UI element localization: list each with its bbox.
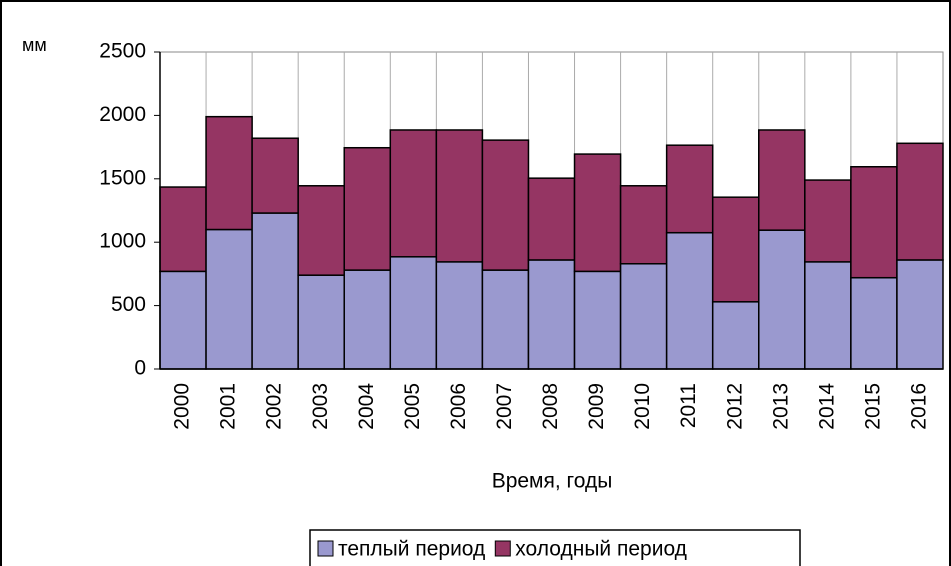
bar-segment bbox=[850, 276, 898, 370]
x-tick-label: 2001 bbox=[217, 383, 240, 430]
bar-segment bbox=[804, 261, 852, 370]
x-tick-label: 2010 bbox=[631, 383, 654, 430]
bar-segment bbox=[343, 146, 392, 271]
y-tick-label: 2500 bbox=[99, 40, 146, 63]
x-tick-label: 2003 bbox=[309, 383, 332, 430]
y-tick-label: 1000 bbox=[99, 230, 146, 253]
x-tick-label: 2002 bbox=[263, 383, 286, 430]
x-tick-label: 2000 bbox=[171, 383, 194, 430]
x-axis-label: Время, годы bbox=[492, 470, 613, 493]
x-tick-label: 2015 bbox=[861, 383, 884, 430]
x-tick-label: 2013 bbox=[769, 383, 792, 430]
bar-segment bbox=[573, 270, 622, 370]
bar-segment bbox=[711, 301, 760, 370]
bar-segment bbox=[435, 129, 484, 263]
bar-segment bbox=[665, 144, 714, 234]
x-tick-label: 2005 bbox=[401, 383, 424, 430]
bar-segment bbox=[896, 142, 944, 261]
y-axis-label: мм bbox=[22, 35, 47, 55]
y-tick-label: 1500 bbox=[99, 166, 146, 189]
bar-segment bbox=[435, 261, 484, 370]
x-tick-label: 2014 bbox=[815, 383, 838, 430]
x-tick-label: 2007 bbox=[493, 383, 516, 430]
bar-segment bbox=[804, 179, 852, 263]
bar-segment bbox=[758, 129, 806, 231]
bar-segment bbox=[297, 185, 345, 276]
x-tick-label: 2012 bbox=[723, 383, 746, 430]
legend-swatch bbox=[494, 540, 511, 557]
bar-segment bbox=[573, 153, 622, 273]
bar-segment bbox=[619, 185, 668, 265]
bar-segment bbox=[481, 139, 530, 271]
y-tick-label: 0 bbox=[134, 357, 146, 380]
bar-segment bbox=[896, 259, 944, 370]
bar-segment bbox=[481, 269, 530, 370]
x-tick-label: 2011 bbox=[677, 383, 700, 428]
bar-segment bbox=[619, 263, 668, 370]
bar-segment bbox=[343, 269, 392, 370]
legend-swatch bbox=[317, 540, 334, 557]
x-tick-label: 2006 bbox=[447, 383, 470, 430]
legend-box bbox=[309, 529, 801, 566]
bar-segment bbox=[389, 256, 438, 370]
bar-segment bbox=[251, 137, 299, 214]
bar-segment bbox=[251, 212, 299, 370]
bar-segment bbox=[389, 129, 438, 258]
bar-segment bbox=[527, 177, 576, 261]
y-tick-label: 500 bbox=[111, 293, 146, 316]
x-tick-label: 2004 bbox=[355, 383, 378, 430]
bar-segment bbox=[850, 166, 898, 279]
legend-label: холодный период bbox=[515, 538, 687, 561]
bar-segment bbox=[527, 259, 576, 370]
bar-segment bbox=[159, 270, 207, 370]
y-tick-label: 2000 bbox=[99, 103, 146, 126]
bar-segment bbox=[758, 229, 806, 370]
legend-label: теплый период bbox=[338, 538, 485, 561]
bar-segment bbox=[159, 186, 207, 273]
bar-segment bbox=[297, 274, 345, 370]
x-tick-label: 2016 bbox=[908, 383, 931, 430]
x-tick-label: 2008 bbox=[539, 383, 562, 430]
x-tick-label: 2009 bbox=[585, 383, 608, 430]
bar-segment bbox=[205, 228, 253, 370]
bar-segment bbox=[711, 196, 760, 303]
bar-segment bbox=[665, 231, 714, 370]
bar-segment bbox=[205, 115, 253, 231]
